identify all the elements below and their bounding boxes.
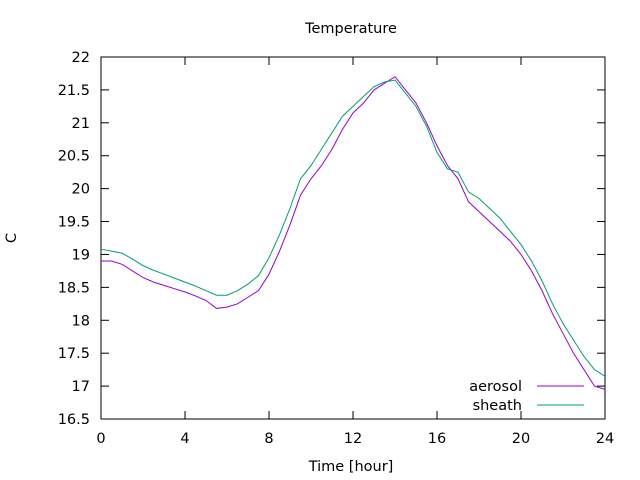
y-tick-label: 17 xyxy=(72,379,90,395)
series-lines xyxy=(100,76,606,390)
x-axis-label: Time [hour] xyxy=(308,459,394,475)
y-tick-label: 21.5 xyxy=(58,83,90,99)
y-tick-label: 20 xyxy=(72,182,90,198)
series-line-sheath xyxy=(100,79,606,377)
y-tick-label: 18 xyxy=(72,313,90,329)
y-axis: 16.5 17 17.5 18 18.5 19 19.5 20 20.5 21 21.5 22 xyxy=(58,50,605,428)
chart-title: Temperature xyxy=(304,21,397,37)
y-tick-label: 19.5 xyxy=(58,215,90,231)
x-tick-label: 4 xyxy=(180,431,189,447)
y-axis-label: C xyxy=(4,233,20,243)
x-tick-label: 16 xyxy=(428,431,446,447)
legend-label: aerosol xyxy=(469,379,522,395)
legend: aerosol sheath xyxy=(469,379,584,414)
y-tick-label: 18.5 xyxy=(58,280,90,296)
x-axis: 0 4 8 12 16 20 24 xyxy=(96,57,614,447)
x-tick-label: 20 xyxy=(512,431,530,447)
x-tick-label: 24 xyxy=(596,431,614,447)
y-tick-label: 20.5 xyxy=(58,149,90,165)
legend-label: sheath xyxy=(473,398,522,414)
y-tick-label: 19 xyxy=(72,247,90,263)
x-tick-label: 0 xyxy=(96,431,105,447)
y-tick-label: 22 xyxy=(72,50,90,66)
x-tick-label: 12 xyxy=(344,431,362,447)
x-tick-label: 8 xyxy=(264,431,273,447)
y-tick-label: 16.5 xyxy=(58,412,90,428)
y-tick-label: 17.5 xyxy=(58,346,90,362)
y-tick-label: 21 xyxy=(72,116,90,132)
series-line-aerosol xyxy=(101,76,606,390)
